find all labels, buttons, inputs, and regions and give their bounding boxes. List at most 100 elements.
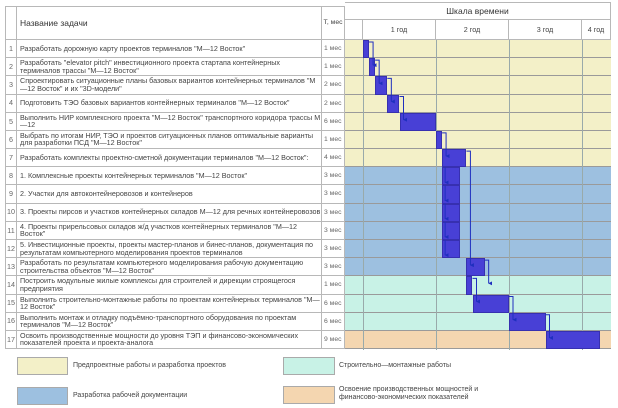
dependency-arrow [545,314,553,340]
task-bar-6 [436,130,443,150]
dependency-arrow [375,59,383,86]
task-duration: 3 мес [322,185,345,204]
dependency-arrow [466,150,474,268]
timeline-row-band [345,167,611,186]
dependency-arrow [399,96,407,122]
timeline-row-band [345,203,611,222]
task-number: 7 [5,149,17,168]
timeline-row-band [345,330,611,350]
header-timeline: Шкала времени [345,2,611,20]
task-duration: 1 мес [322,58,345,77]
task-name: 2. Участки для автоконтейнеровозов и кон… [17,185,322,204]
header-year-1: 1 год [363,20,436,40]
year-gridline [582,40,583,350]
task-duration: 3 мес [322,221,345,240]
task-name: Выбрать по итогам НИР, ТЭО и проектов си… [17,130,322,150]
task-duration: 6 мес [322,112,345,131]
task-number: 16 [5,312,17,331]
task-bar-14 [466,276,473,295]
task-number: 15 [5,294,17,313]
task-duration: 3 мес [322,167,345,186]
timeline-row-band [345,94,611,113]
legend-swatch-documentation [17,387,68,405]
task-name: 3. Проекты пирсов и участков контейнерны… [17,203,322,222]
task-name: 4. Проекты прирельсовых складов ж/д учас… [17,221,322,240]
task-name: Разработать по результатам компьютерного… [17,258,322,277]
year-gridline [436,40,437,350]
timeline-row-band [345,58,611,77]
timeline-row-band [345,276,611,295]
task-name: Построить модульные жилые комплексы для … [17,276,322,295]
legend-label-documentation: Разработка рабочей документации [73,392,188,399]
task-number: 10 [5,203,17,222]
dependency-arrow [387,77,395,104]
timeline-row-band [345,221,611,240]
timeline-row-band [345,130,611,150]
task-duration: 2 мес [322,76,345,95]
legend-label-pre-project: Предпроектные работы и разработка проект… [73,362,226,369]
legend-swatch-pre-project [17,357,68,375]
header-year-4: 4 год [582,20,611,40]
task-name: Разработать дорожную карту проектов терм… [17,40,322,59]
legend-label-construction: Строительно—монтажные работы [339,362,452,369]
task-name: Подготовить ТЭО базовых вариантов контей… [17,94,322,113]
task-bar-3 [375,76,388,95]
task-number: 8 [5,167,17,186]
task-name: Освоить производственные мощности до уро… [17,330,322,350]
timeline-row-band [345,76,611,95]
task-bar-4 [387,94,400,113]
task-name: 5. Инвестиционные проекты, проекты масте… [17,239,322,259]
dependency-arrow [484,259,493,286]
task-name: 1. Комплексные проекты контейнерных терм… [17,167,322,186]
legend-label-operation: Освоение производственных мощностей и фи… [339,386,479,402]
task-number: 3 [5,76,17,95]
dependency-arrow [509,296,517,322]
header-year-2: 2 год [436,20,509,40]
task-name: Выполнить строительно-монтажные работы п… [17,294,322,313]
task-duration: 6 мес [322,294,345,313]
task-duration: 1 мес [322,40,345,59]
timeline-row-band [345,40,611,59]
header-task-name: Название задачи [17,6,322,40]
task-duration: 2 мес [322,94,345,113]
task-number: 12 [5,239,17,259]
header-duration: Т, мес [322,6,345,40]
legend-swatch-operation [283,386,335,404]
task-duration: 9 мес [322,330,345,350]
task-number: 14 [5,276,17,295]
task-number: 2 [5,58,17,77]
task-bar-15 [472,294,509,313]
year-gridline [363,40,364,350]
task-duration: 6 мес [322,312,345,331]
task-bar-13 [466,258,485,277]
task-number: 4 [5,94,17,113]
task-name: Разработать "elevator pitch" инвестицион… [17,58,322,77]
timeline-row-band [345,185,611,204]
task-number: 1 [5,40,17,59]
task-bar-1 [363,40,370,59]
task-duration: 3 мес [322,203,345,222]
header-year-3: 3 год [509,20,582,40]
timeline-row-band [345,239,611,259]
task-number: 5 [5,112,17,131]
dependency-arrow [472,277,480,304]
task-duration: 1 мес [322,276,345,295]
dependency-arrow [369,41,377,68]
header-year-blank [345,20,363,40]
task-duration: 3 мес [322,239,345,259]
task-name: Спроектировать ситуационные планы базовы… [17,76,322,95]
timeline-row-band [345,149,611,168]
year-gridline [509,40,510,350]
task-bar-5 [399,112,436,131]
task-name: Разработать комплекты проектно-сметной д… [17,149,322,168]
task-bar-2 [369,58,376,77]
legend-swatch-construction [283,357,335,375]
task-number: 13 [5,258,17,277]
task-number: 17 [5,330,17,350]
task-number: 11 [5,221,17,240]
task-bar-16 [509,312,546,331]
task-bar-7 [442,149,467,168]
task-duration: 3 мес [322,258,345,277]
